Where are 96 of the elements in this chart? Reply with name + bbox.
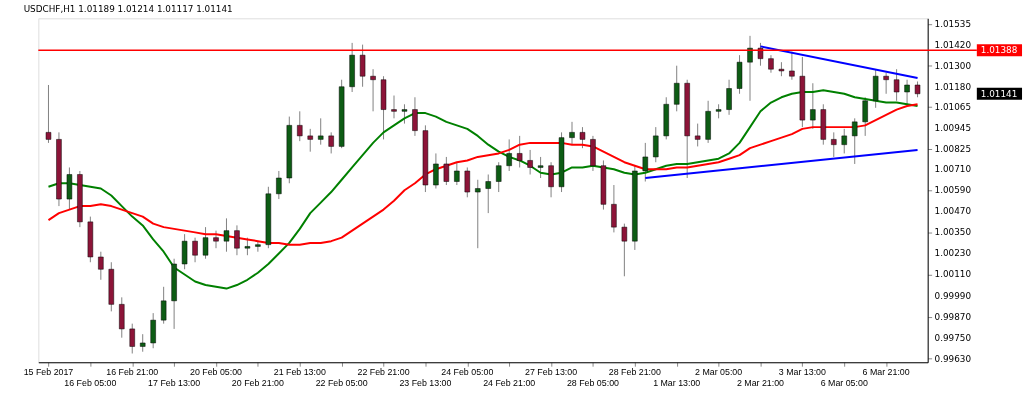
candlestick <box>328 131 334 154</box>
y-tick-label: 1.01180 <box>934 81 972 92</box>
y-tick-label: 0.99990 <box>934 290 972 301</box>
candlestick <box>852 117 858 165</box>
y-tick-label: 1.00110 <box>934 269 972 280</box>
candlestick <box>789 51 795 81</box>
x-tick-label: 1 Mar 13:00 <box>653 377 701 388</box>
x-tick-label: 27 Feb 13:00 <box>525 367 578 378</box>
candlestick <box>757 42 764 67</box>
x-tick-label: 20 Feb 05:00 <box>189 367 243 378</box>
y-tick-label: 1.00825 <box>934 143 972 154</box>
candlestick <box>674 65 680 112</box>
candlestick <box>653 126 659 163</box>
candlestick <box>883 72 889 95</box>
y-tick-label: 1.00945 <box>934 122 972 133</box>
candlestick <box>223 217 230 253</box>
candlestick <box>255 240 261 253</box>
ref-line-label: 1.01388 <box>980 45 1018 56</box>
candlestick <box>862 96 868 137</box>
candlestick <box>621 223 628 277</box>
candlestick <box>904 79 910 105</box>
candlestick <box>181 233 188 270</box>
candlestick <box>276 170 282 200</box>
x-tick-label: 6 Mar 05:00 <box>820 377 868 388</box>
x-tick-label: 17 Feb 13:00 <box>148 377 201 388</box>
x-tick-label: 23 Feb 13:00 <box>399 377 452 388</box>
y-tick-label: 0.99750 <box>934 332 972 343</box>
candlestick <box>841 128 847 154</box>
candlestick <box>496 161 502 193</box>
candlestick <box>548 161 554 198</box>
candlestick <box>475 179 481 249</box>
candlestick <box>129 323 135 354</box>
candlestick <box>297 110 303 142</box>
x-tick-label: 3 Mar 13:00 <box>778 367 826 378</box>
y-tick-label: 1.01420 <box>934 39 972 50</box>
candlestick <box>160 286 167 325</box>
candlestick <box>234 224 240 256</box>
y-tick-label: 1.01300 <box>934 60 972 71</box>
candlestick <box>202 226 209 260</box>
line-series <box>47 89 919 290</box>
y-tick-label: 0.99630 <box>934 353 972 364</box>
candlestick <box>45 84 52 144</box>
x-tick-label: 15 Feb 2017 <box>23 367 74 378</box>
y-tick-label: 1.00230 <box>934 248 972 259</box>
candlestick <box>98 251 104 281</box>
text: 1.01141 <box>980 88 1018 99</box>
candlestick <box>694 123 701 147</box>
candlestick <box>810 82 816 130</box>
candlestick <box>359 44 366 88</box>
candlestick <box>579 126 586 149</box>
candlestick <box>747 35 753 102</box>
x-tick-label: 20 Feb 21:00 <box>231 377 284 388</box>
x-tick-label: 6 Mar 21:00 <box>862 367 910 378</box>
candlestick <box>506 138 512 172</box>
x-tick-label: 28 Feb 21:00 <box>608 367 661 378</box>
candlestick <box>401 103 408 125</box>
candlestick <box>150 312 156 349</box>
candlestick <box>307 128 313 153</box>
x-tick-label: 16 Feb 21:00 <box>106 367 159 378</box>
candlestick <box>464 166 471 198</box>
x-tick-label: 21 Feb 13:00 <box>273 367 326 378</box>
candlestick <box>831 131 837 158</box>
x-tick-label: 16 Feb 05:00 <box>64 377 117 388</box>
x-tick-label: 24 Feb 05:00 <box>441 367 494 378</box>
y-tick-label: 1.00470 <box>934 206 972 217</box>
candlestick <box>642 142 649 182</box>
candlestick <box>433 152 439 190</box>
candlestick <box>569 121 575 146</box>
candlestick <box>516 135 523 168</box>
x-tick-label: 24 Feb 21:00 <box>483 377 536 388</box>
y-tick-label: 1.00710 <box>934 164 972 175</box>
candlestick <box>893 68 900 102</box>
x-tick-label: 2 Mar 21:00 <box>736 377 785 388</box>
x-tick-label: 22 Feb 05:00 <box>315 377 368 388</box>
candlestick <box>537 156 544 179</box>
chart-title: USDCHF,H1 1.01189 1.01214 1.01117 1.01141 <box>23 4 233 15</box>
y-tick-label: 1.01535 <box>934 19 972 30</box>
candlestick <box>318 117 324 146</box>
x-tick-label: 2 Mar 05:00 <box>695 367 743 378</box>
x-tick-label: 28 Feb 05:00 <box>566 377 620 388</box>
y-tick-label: 0.99870 <box>934 311 972 322</box>
candlestick <box>527 149 533 175</box>
y-tick-label: 1.00590 <box>934 185 972 196</box>
candlestick <box>443 156 450 186</box>
candlestick <box>726 79 732 116</box>
y-tick-label: 1.00350 <box>934 227 972 238</box>
candlestick <box>611 184 617 233</box>
candlestick <box>412 96 418 137</box>
y-tick-label: 1.01065 <box>934 101 972 112</box>
x-tick-label: 22 Feb 21:00 <box>357 367 410 378</box>
candlestick <box>454 161 460 186</box>
candlestick <box>213 230 219 249</box>
candlestick <box>391 95 397 119</box>
candlestick <box>370 68 376 112</box>
candlestick <box>192 237 198 263</box>
candlestick <box>485 174 491 214</box>
